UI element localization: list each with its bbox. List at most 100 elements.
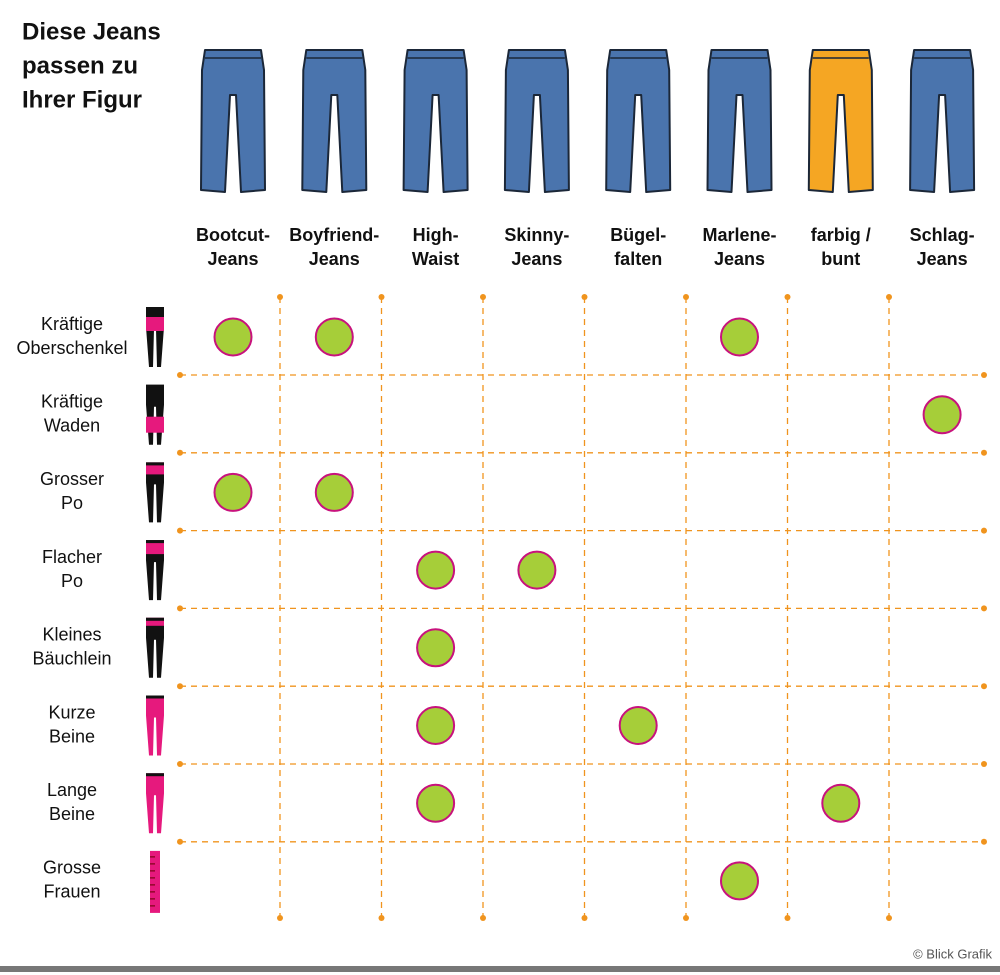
waistband (146, 617, 164, 621)
grid-dot (683, 294, 689, 300)
grid-dot (177, 527, 183, 534)
waistband (146, 307, 164, 310)
legs (146, 617, 164, 678)
row-label: Grosse (43, 858, 101, 878)
column-label: bunt (821, 249, 860, 269)
row-label: Kräftige (41, 391, 103, 411)
grid-dot (378, 915, 385, 921)
match-dot (416, 783, 456, 823)
grid-dot (981, 838, 987, 845)
row-label: Lange (47, 780, 97, 800)
legs (146, 695, 164, 756)
row-label: Oberschenkel (16, 338, 127, 358)
highlight (146, 542, 164, 555)
grid-dot (784, 294, 791, 300)
match-dot (314, 317, 354, 357)
grid-dot (981, 449, 987, 456)
jeans-icon (706, 49, 773, 193)
jeans-icon (807, 49, 874, 193)
column-label: farbig / (811, 225, 871, 245)
column-label: Boyfriend- (289, 225, 379, 245)
ruler (150, 850, 160, 913)
highlight (146, 416, 164, 433)
grid-dot (981, 605, 987, 612)
column-label: Schlag- (910, 225, 975, 245)
grid-dot (683, 915, 689, 921)
grid-dot (177, 372, 183, 378)
grid-dot (177, 683, 183, 690)
jeans-shape (807, 49, 874, 193)
column-label: Waist (412, 249, 459, 269)
grid-dot (981, 761, 987, 767)
grid-dot (177, 605, 183, 612)
figure-icon (146, 773, 164, 834)
match-dot (618, 706, 658, 745)
figure-icon (146, 695, 164, 756)
column-label: Bügel- (610, 225, 666, 245)
row-label: Kleines (42, 625, 101, 645)
bottom-bar (0, 966, 1000, 972)
row-label: Frauen (43, 882, 100, 902)
highlight (146, 617, 164, 626)
column-label: Jeans (309, 249, 360, 269)
waistband (146, 540, 164, 544)
grid-dot (981, 372, 987, 378)
legs (146, 462, 164, 523)
match-dot (720, 317, 759, 357)
column-label: Bootcut- (196, 225, 270, 245)
grid-dot (581, 915, 588, 921)
match-dot (517, 550, 557, 590)
jeans-shape (402, 49, 469, 193)
column-label: Jeans (714, 249, 765, 269)
jeans-shape (200, 49, 266, 193)
grid-dot (277, 915, 283, 921)
figure-icon (146, 462, 164, 523)
jeans-shape (301, 49, 368, 193)
grid-dot (177, 761, 183, 767)
match-dot (213, 472, 253, 512)
column-label: Jeans (511, 249, 562, 269)
legs (146, 773, 164, 834)
jeans-shape (706, 49, 773, 193)
grid-dot (886, 294, 892, 300)
grid-dot (581, 294, 588, 300)
credit: © Blick Grafik (913, 946, 992, 961)
legs (146, 307, 164, 367)
figure-icon (150, 850, 160, 913)
waistband (146, 384, 164, 388)
match-dot (922, 395, 962, 435)
jeans-shape (503, 49, 570, 193)
row-label: Po (61, 571, 83, 591)
grid-dot (981, 683, 987, 690)
grid-dot (784, 915, 791, 921)
row-label: Beine (49, 726, 95, 746)
match-dot (416, 706, 456, 745)
waistband (146, 695, 164, 699)
jeans-icon (301, 49, 368, 193)
match-dot (821, 783, 861, 823)
row-label: Flacher (42, 547, 102, 567)
column-label: Skinny- (504, 225, 569, 245)
figure-icon (146, 540, 164, 601)
row-label: Grosser (40, 469, 104, 489)
jeans-shape (909, 49, 976, 193)
jeans-icon (605, 49, 672, 193)
grid-dot (480, 294, 486, 300)
jeans-shape (605, 49, 672, 193)
legs (146, 540, 164, 601)
match-dot (213, 317, 253, 357)
figure-icon (146, 617, 164, 678)
highlight (146, 317, 164, 331)
match-dot (314, 472, 354, 512)
waistband (146, 773, 164, 777)
grid-dot (981, 527, 987, 534)
waistband (146, 462, 164, 466)
grid-dot (177, 838, 183, 845)
column-label: Jeans (207, 249, 258, 269)
jeans-icon (503, 49, 570, 193)
jeans-icon (200, 49, 266, 193)
row-label: Kurze (48, 702, 95, 722)
column-label: Jeans (917, 249, 968, 269)
column-label: Marlene- (702, 225, 776, 245)
